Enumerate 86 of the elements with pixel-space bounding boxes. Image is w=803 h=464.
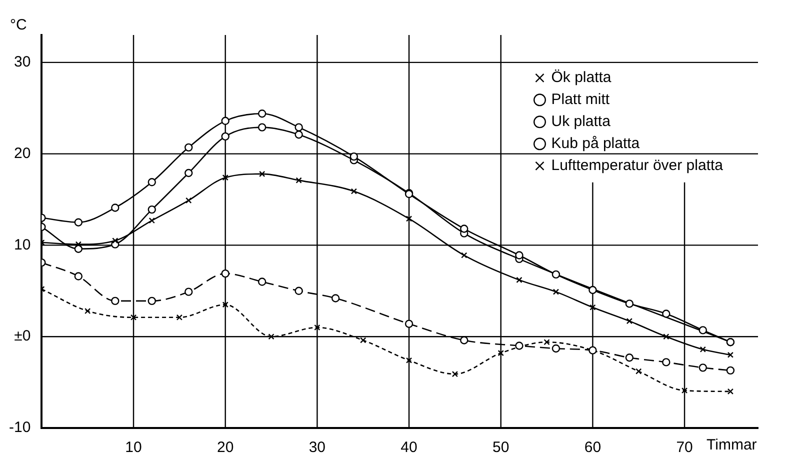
point	[552, 288, 560, 295]
x-tick-label: 30	[308, 439, 326, 456]
x-tick-label: 40	[400, 439, 418, 456]
point	[258, 123, 266, 132]
point	[111, 296, 120, 306]
point	[331, 294, 340, 302]
point	[452, 371, 458, 378]
x-tick-label: 10	[125, 439, 142, 456]
point	[268, 334, 274, 340]
point	[406, 216, 412, 222]
point	[681, 387, 688, 394]
point	[698, 364, 707, 372]
point	[130, 314, 137, 320]
point	[516, 276, 522, 284]
point	[111, 204, 120, 212]
point	[498, 350, 504, 356]
point	[258, 110, 266, 118]
point	[294, 123, 303, 132]
x-tick-label: 50	[492, 439, 510, 456]
x-tick-label: 20	[217, 439, 234, 456]
point	[515, 342, 524, 350]
y-tick-label: -10	[8, 419, 31, 436]
legend-label: Lufttemperatur över platta	[551, 157, 724, 174]
point	[176, 314, 183, 320]
legend-label: Kub på platta	[551, 135, 640, 152]
point	[626, 318, 633, 324]
point	[404, 320, 414, 328]
y-tick-label: 20	[14, 144, 31, 162]
y-tick-label: 10	[14, 236, 31, 254]
point	[221, 132, 230, 141]
point	[663, 334, 670, 340]
point	[350, 152, 358, 161]
point	[460, 336, 468, 344]
point	[186, 197, 192, 204]
point	[148, 205, 156, 214]
point	[625, 354, 634, 362]
point	[221, 269, 230, 278]
point	[544, 339, 550, 346]
point	[294, 286, 303, 296]
point	[74, 218, 83, 226]
point	[460, 224, 468, 233]
point	[294, 130, 303, 139]
point	[350, 188, 357, 194]
y-tick-label: 30	[14, 54, 31, 71]
point	[75, 241, 82, 248]
legend-label: Ök platta	[551, 69, 612, 86]
legend-label: Uk platta	[551, 113, 612, 130]
point	[184, 288, 193, 296]
point	[148, 178, 156, 186]
point	[222, 174, 228, 181]
point	[698, 326, 707, 334]
point	[552, 270, 560, 279]
point	[148, 296, 156, 306]
point	[184, 168, 193, 178]
point	[221, 116, 230, 126]
x-tick-label: 60	[584, 439, 602, 456]
point	[662, 310, 670, 318]
point	[112, 238, 118, 244]
point	[84, 308, 91, 314]
x-axis-title: Timmar	[706, 436, 757, 454]
legend-label: Platt mitt	[551, 91, 610, 108]
point	[700, 346, 706, 352]
point	[636, 368, 642, 374]
point	[406, 357, 412, 364]
point	[552, 344, 560, 353]
point	[259, 170, 266, 177]
x-tick-label: 70	[676, 439, 693, 456]
point	[727, 388, 734, 395]
point	[726, 366, 735, 375]
point	[360, 337, 366, 344]
point	[222, 302, 228, 308]
point	[588, 286, 597, 294]
point	[148, 217, 155, 224]
point	[461, 252, 468, 258]
y-axis-title: °C	[10, 16, 27, 34]
point	[314, 324, 320, 331]
point	[258, 278, 266, 286]
point	[296, 177, 302, 184]
point	[727, 352, 734, 358]
point	[515, 251, 524, 260]
point	[590, 304, 596, 310]
point	[662, 358, 670, 366]
point	[74, 272, 83, 280]
point	[625, 300, 634, 308]
y-tick-label: ±0	[14, 328, 31, 345]
point	[184, 143, 193, 152]
